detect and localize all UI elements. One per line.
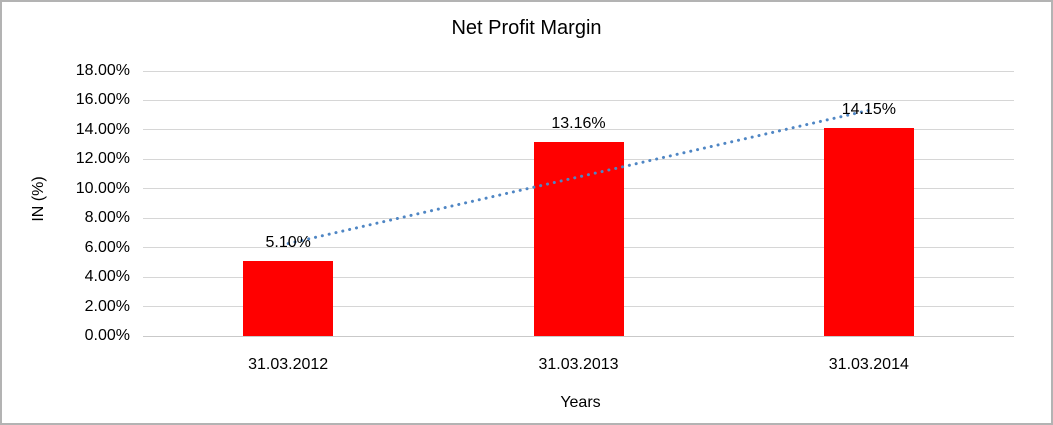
bar-value-label: 5.10% bbox=[265, 233, 311, 251]
y-tick-label: 12.00% bbox=[75, 150, 130, 168]
gridline bbox=[143, 99, 1014, 101]
x-tick-label: 31.03.2013 bbox=[538, 356, 619, 373]
y-tick-label: 8.00% bbox=[84, 209, 130, 227]
bar bbox=[823, 127, 914, 336]
y-tick-label: 18.00% bbox=[75, 62, 130, 79]
y-tick-label: 4.00% bbox=[84, 268, 130, 286]
y-tick-label: 0.00% bbox=[84, 327, 130, 344]
y-tick-label: 10.00% bbox=[75, 179, 130, 197]
bar bbox=[243, 260, 334, 336]
gridline bbox=[143, 70, 1014, 72]
chart-title: Net Profit Margin bbox=[451, 17, 602, 39]
bar-value-label: 13.16% bbox=[551, 115, 606, 133]
x-tick-label: 31.03.2014 bbox=[828, 356, 909, 373]
y-tick-label: 14.00% bbox=[75, 120, 130, 138]
x-tick-label: 31.03.2012 bbox=[248, 356, 329, 373]
x-axis-line bbox=[143, 335, 1014, 337]
y-tick-label: 6.00% bbox=[84, 238, 130, 256]
y-tick-label: 2.00% bbox=[84, 297, 130, 315]
bar bbox=[533, 142, 624, 336]
y-tick-label: 16.00% bbox=[75, 91, 130, 109]
x-axis-title: Years bbox=[560, 394, 601, 411]
bar-value-label: 14.15% bbox=[841, 100, 896, 118]
